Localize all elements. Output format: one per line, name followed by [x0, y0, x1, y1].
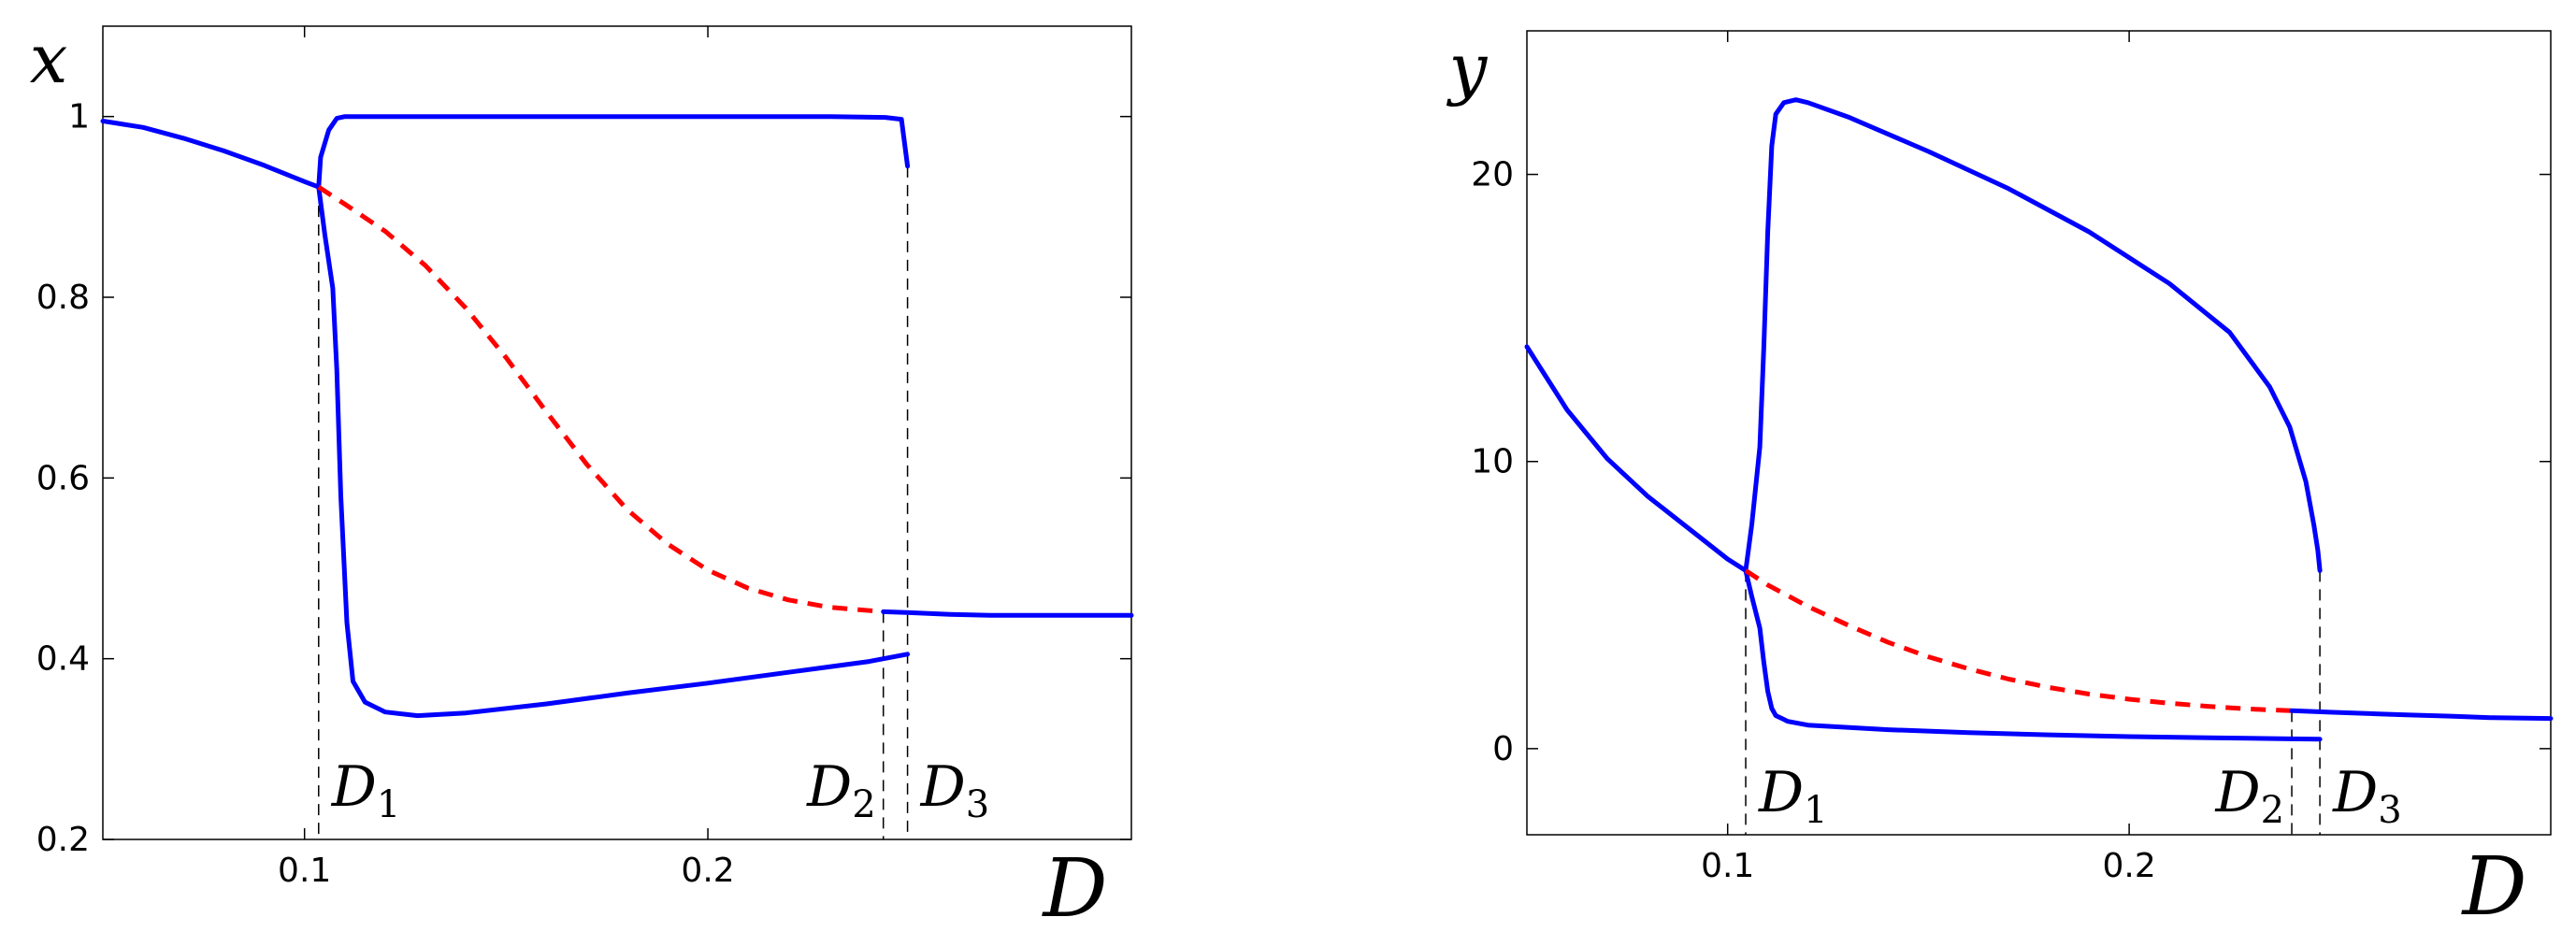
axes-frame	[1526, 30, 2552, 836]
chart-panel-2: 0.1 0.2 0 10 20 D1 D2 D3 y D	[1446, 29, 2554, 934]
x-axis-label: D	[1042, 842, 1108, 936]
series-5-solid	[2289, 708, 2554, 722]
y-tick-label: 0.8	[36, 279, 90, 317]
series-4-dashed	[317, 185, 884, 614]
marker-label-D1: D1	[331, 754, 401, 826]
series-1-solid	[1524, 344, 1749, 573]
y-tick-label: 10	[1471, 443, 1514, 481]
x-axis-label: D	[2461, 840, 2527, 934]
marker-label-D1: D1	[1758, 760, 1828, 832]
y-tick-label: 0	[1492, 730, 1514, 768]
marker-label-D3: D3	[2332, 760, 2402, 832]
chart-panel-1: 0.1 0.2 0.2 0.4 0.6 0.8 1 D1 D2 D3 x D	[30, 20, 1134, 936]
y-axis-label: x	[30, 20, 68, 98]
x-tick-label: 0.2	[681, 852, 734, 890]
y-tick-label: 0.2	[36, 821, 90, 859]
series-3-solid	[316, 184, 911, 719]
y-axis-label: y	[1446, 29, 1489, 108]
series-3-solid	[1743, 567, 2323, 742]
x-tick-label: 0.1	[278, 852, 331, 890]
series-2-solid	[316, 114, 911, 190]
y-tick-label: 0.6	[36, 459, 90, 497]
marker-label-D2: D2	[2214, 760, 2284, 832]
axes-frame	[102, 25, 1132, 840]
x-tick-label: 0.1	[1701, 847, 1754, 885]
y-tick-label: 1	[68, 98, 90, 136]
y-tick-label: 0.4	[36, 640, 90, 679]
series-5-solid	[881, 609, 1134, 618]
x-tick-label: 0.2	[2102, 847, 2155, 885]
series-2-solid	[1743, 97, 2323, 573]
series-1-solid	[100, 119, 322, 190]
marker-label-D2: D2	[806, 754, 876, 826]
series-4-dashed	[1744, 568, 2293, 713]
marker-label-D3: D3	[920, 754, 990, 826]
y-tick-label: 20	[1471, 156, 1514, 194]
